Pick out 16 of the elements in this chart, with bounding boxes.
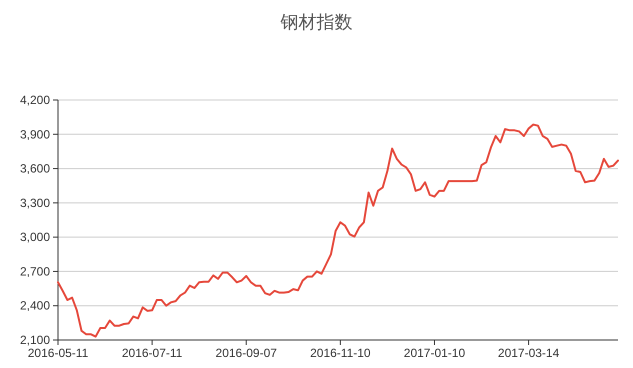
- x-tick-label: 2016-05-11: [28, 346, 89, 360]
- x-tick-label: 2016-11-10: [310, 346, 371, 360]
- y-tick-label: 2,100: [20, 333, 50, 347]
- x-tick-label: 2016-09-07: [216, 346, 278, 360]
- chart-title: 钢材指数: [280, 12, 352, 32]
- x-tick-label: 2017-03-14: [498, 346, 560, 360]
- y-tick-label: 3,300: [20, 196, 50, 210]
- x-tick-label: 2017-01-10: [404, 346, 466, 360]
- x-tick-label: 2016-07-11: [122, 346, 183, 360]
- y-tick-label: 3,600: [20, 162, 50, 176]
- y-tick-label: 3,000: [20, 230, 50, 244]
- y-tick-label: 2,400: [20, 298, 50, 313]
- line-series: [57, 124, 619, 338]
- y-tick-label: 4,200: [20, 93, 50, 107]
- y-tick-label: 2,700: [20, 264, 50, 278]
- y-tick-label: 3,900: [20, 127, 50, 142]
